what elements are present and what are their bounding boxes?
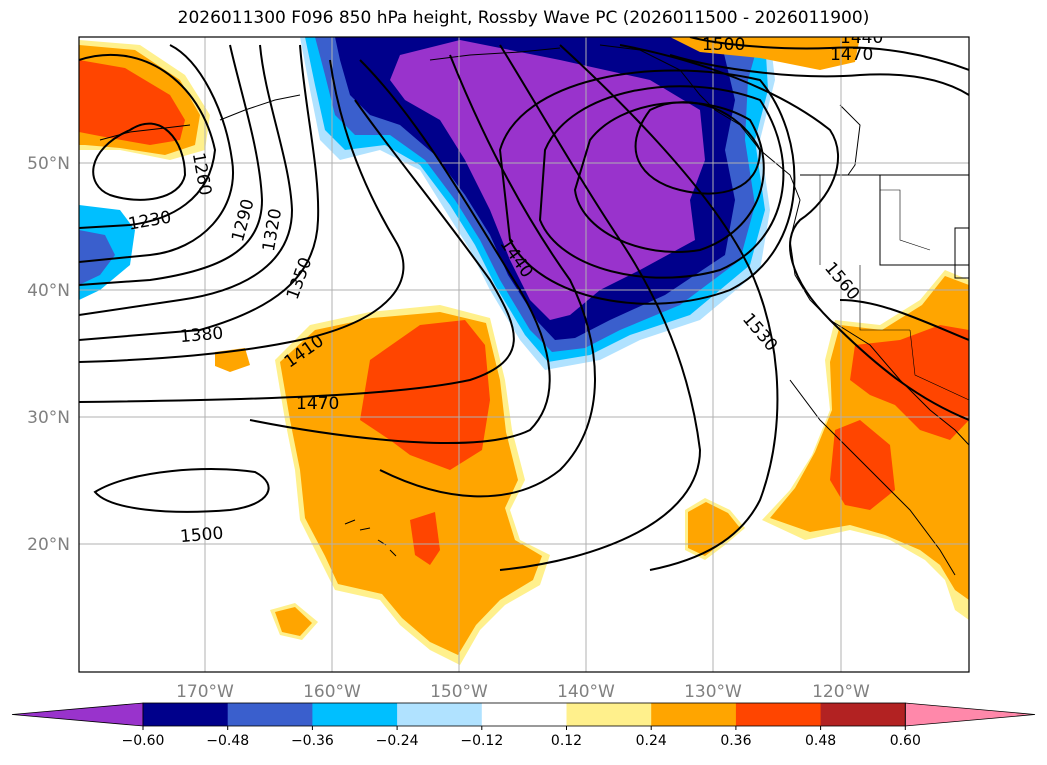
colorbar-outline bbox=[142, 702, 906, 727]
map-area: 1230 1260 1290 1320 1350 1380 1410 1440 … bbox=[79, 28, 969, 672]
state-borders bbox=[819, 175, 969, 401]
colorbar-tick-label: −0.36 bbox=[291, 733, 334, 749]
lat-label: 30°N bbox=[27, 408, 70, 428]
colorbar-arrow-high bbox=[904, 702, 1036, 727]
colorbar-segment bbox=[820, 703, 906, 726]
contour-label: 1380 bbox=[179, 323, 224, 347]
contour-label: 1440 bbox=[840, 28, 883, 48]
latitude-labels: 50°N 40°N 30°N 20°N bbox=[27, 154, 70, 555]
colorbar-segment bbox=[566, 703, 652, 726]
contour-label: 1500 bbox=[702, 35, 745, 55]
height-contours bbox=[79, 37, 969, 571]
colorbar-segment bbox=[735, 703, 822, 726]
colorbar-tick-label: 0.48 bbox=[805, 733, 836, 749]
colorbar-tick-label: 0.60 bbox=[890, 733, 921, 749]
colorbar-tick-label: 0.36 bbox=[720, 733, 751, 749]
contour-label: 1500 bbox=[179, 523, 224, 547]
lat-label: 20°N bbox=[27, 535, 70, 555]
colorbar-tick-label: 0.24 bbox=[636, 733, 667, 749]
colorbar-ticks: −0.60 −0.48 −0.36 −0.24 −0.12 0.12 0.24 0.36 0.4… bbox=[122, 726, 921, 749]
lon-label: 120°W bbox=[812, 682, 870, 702]
colorbar-tick-label: −0.48 bbox=[206, 733, 249, 749]
colorbar-tick-label: −0.12 bbox=[460, 733, 503, 749]
contour-label: 1470 bbox=[830, 45, 873, 65]
colorbar-tick-label: 0.12 bbox=[551, 733, 582, 749]
lon-label: 150°W bbox=[430, 682, 488, 702]
contour-label: 1470 bbox=[296, 394, 339, 414]
positive-anomaly-region-east bbox=[670, 37, 969, 620]
figure-title: 2026011300 F096 850 hPa height, Rossby W… bbox=[177, 8, 870, 28]
map-frame bbox=[78, 36, 970, 673]
gridlines bbox=[79, 37, 969, 672]
lon-label: 140°W bbox=[557, 682, 615, 702]
lon-label: 170°W bbox=[176, 682, 234, 702]
colorbar-segment bbox=[143, 703, 229, 726]
lat-label: 50°N bbox=[27, 154, 70, 174]
colorbar-segment bbox=[312, 703, 398, 726]
colorbar-segments bbox=[11, 702, 1036, 727]
colorbar-arrow-low bbox=[11, 702, 144, 727]
colorbar-segment bbox=[481, 703, 567, 726]
colorbar-segment bbox=[227, 703, 313, 726]
lon-label: 160°W bbox=[303, 682, 361, 702]
colorbar-tick-label: −0.24 bbox=[376, 733, 419, 749]
colorbar: −0.60 −0.48 −0.36 −0.24 −0.12 0.12 0.24 0.36 0.4… bbox=[11, 702, 1036, 749]
colorbar-segment bbox=[397, 703, 483, 726]
colorbar-tick-label: −0.60 bbox=[122, 733, 165, 749]
lon-label: 130°W bbox=[684, 682, 742, 702]
lat-label: 40°N bbox=[27, 281, 70, 301]
colorbar-segment bbox=[651, 703, 737, 726]
longitude-labels: 170°W 160°W 150°W 140°W 130°W 120°W bbox=[176, 682, 870, 702]
